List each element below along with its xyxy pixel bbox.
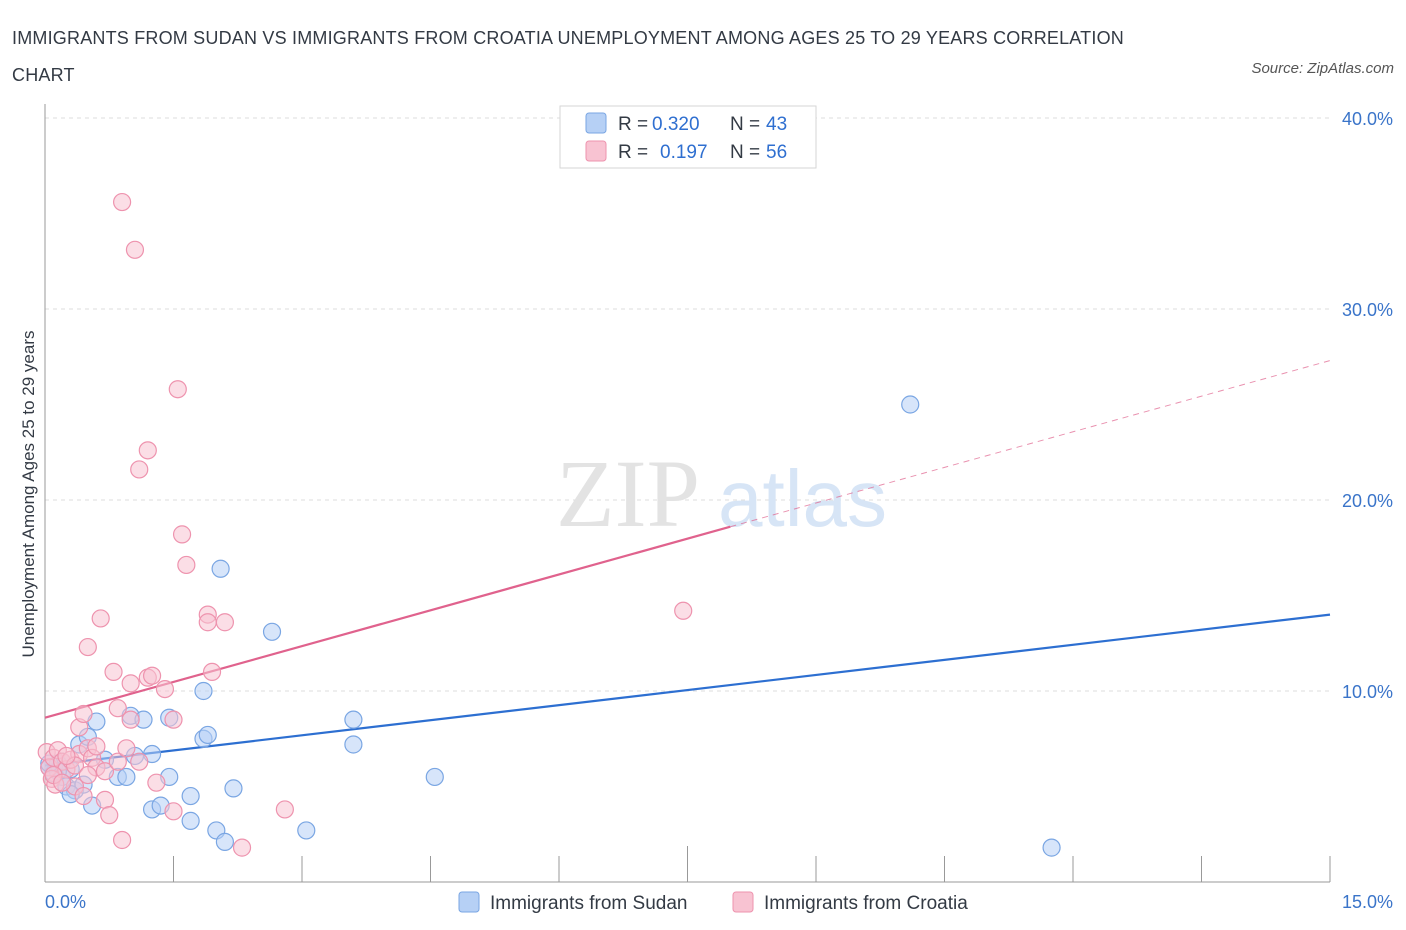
legend-n-label-sudan: N =	[730, 114, 760, 135]
tick-labels: 10.0% 20.0% 30.0% 40.0% 0.0% 15.0%	[45, 109, 1393, 912]
y-tick-label-3: 40.0%	[1342, 109, 1393, 129]
point-sudan-14	[117, 767, 136, 787]
point-croatia-43	[177, 555, 196, 575]
point-croatia-39	[164, 710, 183, 729]
point-croatia-21	[95, 790, 115, 809]
point-croatia-12	[74, 786, 93, 806]
point-croatia-20	[95, 762, 115, 781]
series-legend: Immigrants from Sudan Immigrants from Cr…	[458, 891, 968, 914]
legend-swatch-croatia	[585, 140, 607, 162]
point-croatia-48	[232, 838, 252, 857]
point-croatia-29	[121, 674, 140, 693]
point-croatia-28	[117, 739, 136, 758]
point-sudan-31	[224, 779, 243, 798]
y-tick-label-0: 10.0%	[1342, 682, 1393, 702]
point-croatia-32	[130, 460, 149, 479]
y-tick-label-1: 20.0%	[1342, 491, 1393, 511]
trendline-croatia	[44, 525, 731, 719]
point-croatia-42	[172, 525, 192, 544]
legend-n-value-croatia: 56	[766, 142, 787, 163]
correlation-legend: R = 0.320 N = 43 R = 0.197 N = 56	[559, 105, 817, 169]
point-croatia-55	[57, 746, 76, 766]
point-croatia-26	[112, 830, 132, 850]
point-sudan-25	[194, 681, 213, 701]
point-croatia-19	[91, 609, 110, 628]
trendline-sudan	[44, 613, 1331, 767]
point-croatia-17	[87, 737, 106, 756]
point-sudan-36	[425, 767, 444, 787]
point-sudan-37	[901, 395, 920, 414]
point-sudan-38	[1042, 838, 1061, 857]
series-legend-label-croatia: Immigrants from Croatia	[764, 893, 968, 914]
point-sudan-24	[181, 811, 200, 830]
point-sudan-23	[181, 786, 200, 806]
point-croatia-14	[78, 637, 97, 657]
trendlines	[44, 360, 1331, 767]
point-croatia-45	[198, 613, 217, 632]
point-croatia-46	[202, 662, 222, 682]
point-sudan-34	[344, 735, 363, 754]
point-croatia-41	[168, 380, 187, 399]
series-legend-swatch-sudan	[458, 891, 480, 913]
point-sudan-32	[262, 622, 282, 641]
point-sudan-29	[211, 559, 230, 578]
point-croatia-50	[674, 601, 693, 620]
point-croatia-49	[275, 800, 294, 819]
y-axis-label: Unemployment Among Ages 25 to 29 years	[19, 331, 38, 658]
point-croatia-33	[130, 752, 149, 771]
axes	[44, 104, 1331, 883]
y-tick-label-2: 30.0%	[1342, 300, 1393, 320]
trendline-extension-croatia	[730, 360, 1331, 528]
point-croatia-52	[53, 773, 72, 792]
point-croatia-40	[164, 802, 183, 821]
chart-title: IMMIGRANTS FROM SUDAN VS IMMIGRANTS FROM…	[12, 28, 1124, 85]
point-sudan-27	[198, 725, 217, 745]
point-croatia-34	[138, 441, 157, 460]
legend-swatch-sudan	[585, 112, 607, 134]
point-croatia-47	[215, 613, 234, 632]
legend-n-label-croatia: N =	[730, 142, 760, 163]
point-croatia-13	[74, 704, 93, 724]
legend-n-value-sudan: 43	[766, 114, 787, 135]
series-legend-swatch-croatia	[732, 891, 754, 913]
point-croatia-38	[155, 679, 175, 699]
watermark-zip: ZIP	[556, 440, 700, 547]
point-croatia-37	[147, 773, 166, 792]
data-points	[37, 192, 1061, 857]
point-croatia-24	[108, 752, 127, 771]
x-tick-label-0: 0.0%	[45, 892, 86, 912]
point-croatia-31	[125, 240, 145, 259]
legend-r-label-sudan: R =	[618, 114, 648, 135]
series-legend-label-sudan: Immigrants from Sudan	[490, 893, 687, 914]
point-croatia-27	[112, 192, 132, 212]
point-croatia-30	[121, 710, 140, 729]
legend-r-value-sudan: 0.320	[652, 114, 700, 135]
legend-r-label-croatia: R =	[618, 142, 648, 163]
point-croatia-25	[108, 699, 127, 718]
point-croatia-36	[142, 666, 162, 685]
point-sudan-30	[215, 832, 234, 851]
point-sudan-33	[297, 821, 316, 840]
point-croatia-23	[104, 662, 123, 682]
source-label: Source: ZipAtlas.com	[1251, 60, 1394, 77]
point-croatia-22	[100, 806, 119, 825]
point-sudan-35	[344, 710, 363, 729]
x-tick-label-1: 15.0%	[1342, 892, 1393, 912]
legend-r-value-croatia: 0.197	[660, 142, 708, 163]
point-croatia-54	[78, 765, 97, 785]
watermark-atlas: atlas	[718, 454, 887, 543]
